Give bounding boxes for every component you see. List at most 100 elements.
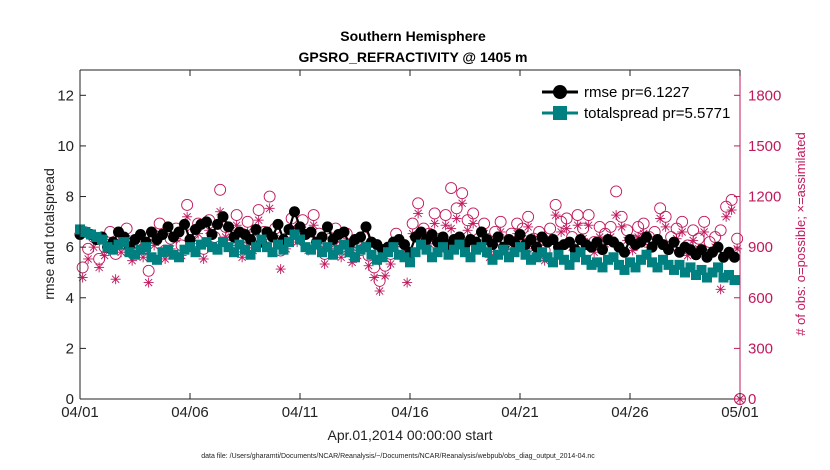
obs-assimilated-point xyxy=(143,277,154,288)
totalspread-point xyxy=(344,247,355,258)
totalspread-point xyxy=(652,262,663,273)
rmse-point xyxy=(305,226,317,238)
totalspread-point xyxy=(394,249,404,260)
data-layer xyxy=(74,182,746,405)
totalspread-point xyxy=(625,257,635,268)
rmse-point xyxy=(597,244,608,256)
totalspread-point xyxy=(454,239,465,250)
rmse-point xyxy=(355,231,366,243)
totalspread-point xyxy=(581,254,591,265)
totalspread-point xyxy=(702,272,712,283)
obs-assimilated-point xyxy=(457,198,468,209)
totalspread-point xyxy=(262,242,272,253)
totalspread-point xyxy=(278,244,289,255)
obs-assimilated-point xyxy=(451,213,462,224)
totalspread-point xyxy=(190,247,201,258)
totalspread-point xyxy=(201,237,212,248)
totalspread-point xyxy=(504,252,514,263)
y2-tick-label: 300 xyxy=(748,340,773,357)
totalspread-point xyxy=(328,249,338,260)
totalspread-point xyxy=(438,242,448,253)
asterisk-stroke xyxy=(111,275,120,284)
totalspread-point xyxy=(124,247,135,258)
totalspread-point xyxy=(196,239,206,250)
totalspread-point xyxy=(515,242,525,253)
totalspread-point xyxy=(663,259,674,270)
obs-assimilated-point xyxy=(583,220,594,231)
totalspread-point xyxy=(570,252,580,263)
rmse-point xyxy=(223,221,234,233)
obs-assimilated-point xyxy=(462,225,473,236)
totalspread-point xyxy=(135,244,146,255)
totalspread-point xyxy=(218,237,228,248)
totalspread-point xyxy=(366,249,377,260)
totalspread-point xyxy=(482,247,492,258)
totalspread-point xyxy=(333,244,344,255)
rmse-point xyxy=(619,246,630,258)
totalspread-point xyxy=(102,242,113,253)
totalspread-point xyxy=(724,269,734,280)
asterisk-stroke xyxy=(216,207,224,216)
asterisk-stroke xyxy=(716,285,725,294)
obs-assimilated-point xyxy=(99,250,110,261)
obs-assimilated-point xyxy=(380,270,391,281)
obs-assimilated-point xyxy=(237,252,248,263)
totalspread-point xyxy=(377,252,388,263)
totalspread-point xyxy=(636,254,646,265)
rmse-point xyxy=(514,229,526,240)
asterisk-stroke xyxy=(722,212,730,221)
obs-assimilated-point xyxy=(385,259,396,270)
obs-possible-point xyxy=(445,182,458,195)
asterisk-stroke xyxy=(661,223,670,231)
totalspread-point xyxy=(399,252,410,263)
asterisk-stroke xyxy=(584,221,593,230)
totalspread-point xyxy=(597,262,608,273)
rmse-point xyxy=(250,223,262,235)
x-tick-label: 04/21 xyxy=(501,404,539,421)
y2-tick-label: 1800 xyxy=(748,87,781,104)
rmse-point xyxy=(201,216,212,228)
asterisk-stroke xyxy=(733,244,741,253)
totalspread-point xyxy=(669,264,679,275)
totalspread-point xyxy=(372,254,382,265)
totalspread-point xyxy=(630,262,641,273)
legend-rmse-marker xyxy=(553,85,567,99)
totalspread-point xyxy=(130,249,140,260)
totalspread-point xyxy=(449,244,459,255)
obs-assimilated-point xyxy=(660,221,671,232)
totalspread-point xyxy=(355,244,366,255)
rmse-point xyxy=(217,211,229,223)
totalspread-point xyxy=(696,264,707,275)
totalspread-point xyxy=(432,247,443,258)
rmse-point xyxy=(591,236,603,248)
legend-totalspread-label: totalspread pr=5.5771 xyxy=(584,105,730,122)
obs-assimilated-point xyxy=(677,226,688,237)
rmse-point xyxy=(547,234,559,246)
obs-possible-point xyxy=(214,183,227,196)
asterisk-stroke xyxy=(232,221,241,230)
totalspread-point xyxy=(317,247,327,258)
obs-possible-point xyxy=(142,264,155,277)
totalspread-point xyxy=(300,242,311,253)
obs-assimilated-point xyxy=(402,277,413,288)
y-axis-label: rmse and totalspread xyxy=(41,168,57,300)
asterisk-stroke xyxy=(689,236,697,245)
asterisk-stroke xyxy=(441,221,450,230)
rmse-point xyxy=(173,226,185,238)
rmse-point xyxy=(564,236,575,248)
asterisk-stroke xyxy=(364,261,373,270)
totalspread-point xyxy=(86,229,96,240)
obs-assimilated-point xyxy=(264,203,275,214)
asterisk-stroke xyxy=(84,255,92,263)
obs-assimilated-point xyxy=(446,223,457,234)
rmse-point xyxy=(492,231,504,243)
rmse-point xyxy=(663,244,674,256)
rmse-point xyxy=(712,241,724,253)
totalspread-point xyxy=(141,242,151,253)
totalspread-point xyxy=(284,237,294,248)
asterisk-stroke xyxy=(238,253,246,262)
totalspread-point xyxy=(465,252,476,263)
asterisk-stroke xyxy=(678,228,686,236)
asterisk-stroke xyxy=(463,226,472,235)
obs-assimilated-point xyxy=(275,264,286,275)
